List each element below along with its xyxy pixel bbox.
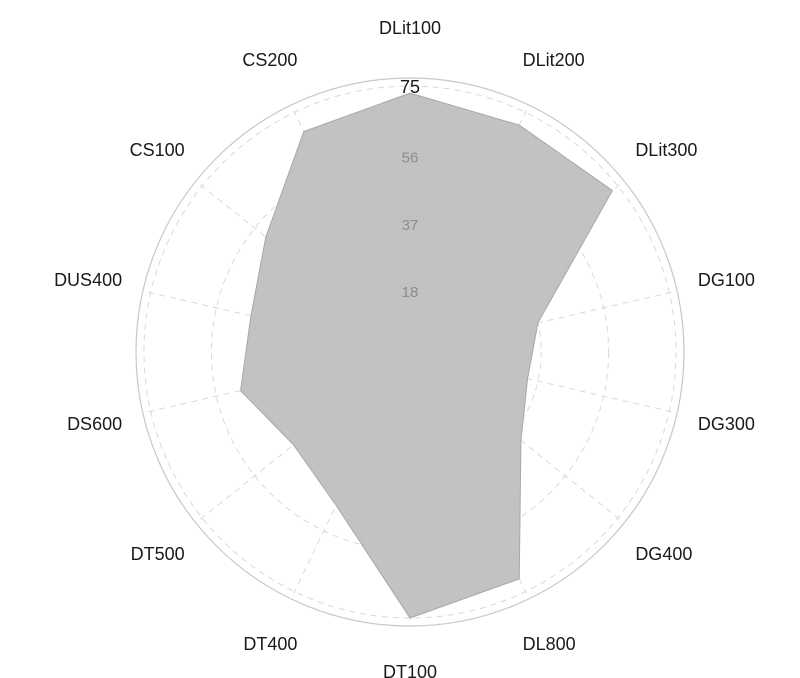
category-label-DLit300: DLit300 <box>635 140 697 160</box>
category-label-CS100: CS100 <box>130 140 185 160</box>
category-label-DUS400: DUS400 <box>54 270 122 290</box>
series-area-0 <box>240 92 614 619</box>
category-label-DT400: DT400 <box>243 634 297 654</box>
radial-tick-labels: 18 37 56 75 <box>400 77 420 301</box>
r-tick-label-75: 75 <box>400 77 420 97</box>
category-label-DT100: DT100 <box>383 662 437 678</box>
category-label-DL800: DL800 <box>523 634 576 654</box>
category-label-DLit200: DLit200 <box>523 50 585 70</box>
category-label-DT500: DT500 <box>131 544 185 564</box>
category-label-DG100: DG100 <box>698 270 755 290</box>
category-label-DLit100: DLit100 <box>379 18 441 38</box>
r-tick-label-37: 37 <box>402 217 419 234</box>
r-tick-label-56: 56 <box>402 149 419 166</box>
category-label-DG400: DG400 <box>635 544 692 564</box>
r-tick-label-18: 18 <box>402 284 419 301</box>
grid-ring-75 <box>143 85 677 619</box>
category-label-DG300: DG300 <box>698 414 755 434</box>
data-area-layer <box>240 92 614 619</box>
category-labels: DLit100 DLit200 DLit300 DG100 DG300 DG400 DL80… <box>54 18 755 678</box>
category-label-DS600: DS600 <box>67 414 122 434</box>
category-label-CS200: CS200 <box>242 50 297 70</box>
